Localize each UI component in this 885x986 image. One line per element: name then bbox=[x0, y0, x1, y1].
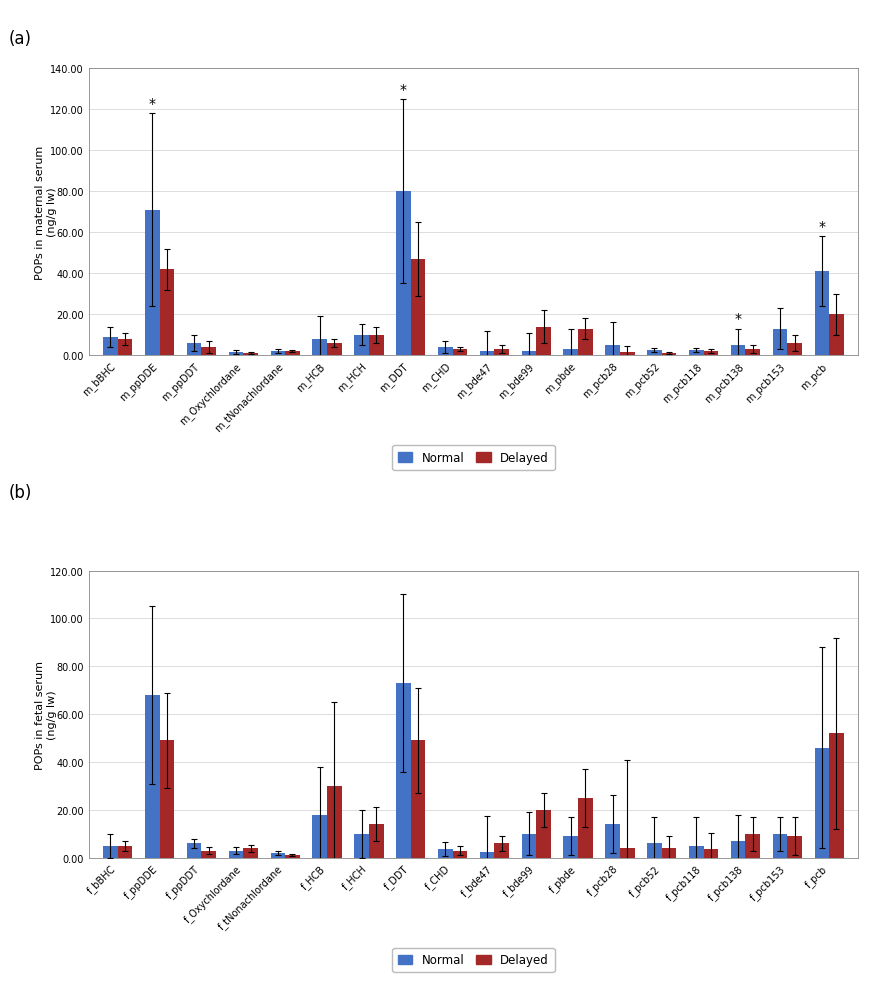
Text: *: * bbox=[149, 97, 156, 111]
Bar bbox=[411, 259, 426, 356]
Bar bbox=[228, 851, 243, 858]
Bar bbox=[271, 352, 285, 356]
Bar bbox=[745, 834, 760, 858]
Bar bbox=[620, 353, 635, 356]
Bar bbox=[187, 843, 202, 858]
Bar bbox=[159, 740, 174, 858]
Bar bbox=[662, 848, 676, 858]
Bar bbox=[202, 851, 216, 858]
Bar bbox=[578, 798, 593, 858]
Bar bbox=[704, 850, 719, 858]
Y-axis label: POPs in maternal serum
(ng/g lw): POPs in maternal serum (ng/g lw) bbox=[35, 145, 57, 279]
Bar bbox=[312, 339, 327, 356]
Bar bbox=[731, 346, 745, 356]
Bar bbox=[788, 343, 802, 356]
Bar bbox=[647, 843, 662, 858]
Bar bbox=[564, 350, 578, 356]
Bar bbox=[285, 855, 300, 858]
Bar bbox=[647, 351, 662, 356]
Bar bbox=[438, 348, 452, 356]
Bar bbox=[495, 350, 509, 356]
Bar bbox=[285, 352, 300, 356]
Text: *: * bbox=[400, 83, 407, 97]
Bar bbox=[354, 834, 369, 858]
Bar bbox=[243, 848, 258, 858]
Bar bbox=[104, 337, 118, 356]
Bar bbox=[605, 824, 620, 858]
Bar bbox=[745, 350, 760, 356]
Bar bbox=[788, 836, 802, 858]
Bar bbox=[369, 335, 383, 356]
Bar bbox=[731, 841, 745, 858]
Bar bbox=[773, 834, 788, 858]
Bar bbox=[814, 272, 829, 356]
Bar bbox=[814, 747, 829, 858]
Bar bbox=[243, 353, 258, 356]
Legend: Normal, Delayed: Normal, Delayed bbox=[392, 948, 555, 972]
Bar bbox=[369, 824, 383, 858]
Bar bbox=[578, 329, 593, 356]
Bar bbox=[521, 834, 536, 858]
Bar bbox=[104, 846, 118, 858]
Bar bbox=[829, 734, 843, 858]
Bar bbox=[118, 339, 133, 356]
Bar bbox=[480, 852, 495, 858]
Bar bbox=[689, 351, 704, 356]
Bar bbox=[564, 836, 578, 858]
Bar bbox=[145, 695, 159, 858]
Bar bbox=[521, 352, 536, 356]
Text: (a): (a) bbox=[9, 30, 32, 47]
Bar bbox=[495, 843, 509, 858]
Bar bbox=[187, 343, 202, 356]
Y-axis label: POPs in fetal serum
(ng/g lw): POPs in fetal serum (ng/g lw) bbox=[35, 660, 57, 769]
Text: (b): (b) bbox=[9, 483, 32, 501]
Bar bbox=[704, 352, 719, 356]
Bar bbox=[159, 270, 174, 356]
Bar bbox=[396, 192, 411, 356]
Bar bbox=[452, 851, 467, 858]
Bar bbox=[411, 740, 426, 858]
Bar bbox=[536, 327, 550, 356]
Bar bbox=[396, 683, 411, 858]
Bar bbox=[689, 846, 704, 858]
Bar bbox=[662, 354, 676, 356]
Bar bbox=[438, 850, 452, 858]
Bar bbox=[145, 210, 159, 356]
Bar bbox=[829, 315, 843, 356]
Legend: Normal, Delayed: Normal, Delayed bbox=[392, 446, 555, 470]
Bar bbox=[118, 846, 133, 858]
Bar bbox=[773, 329, 788, 356]
Bar bbox=[605, 346, 620, 356]
Bar bbox=[312, 814, 327, 858]
Text: *: * bbox=[819, 220, 826, 234]
Bar bbox=[354, 335, 369, 356]
Bar bbox=[480, 352, 495, 356]
Bar bbox=[536, 810, 550, 858]
Bar bbox=[228, 353, 243, 356]
Bar bbox=[327, 786, 342, 858]
Text: *: * bbox=[735, 313, 742, 326]
Bar bbox=[202, 348, 216, 356]
Bar bbox=[271, 853, 285, 858]
Bar bbox=[620, 848, 635, 858]
Bar bbox=[327, 343, 342, 356]
Bar bbox=[452, 350, 467, 356]
